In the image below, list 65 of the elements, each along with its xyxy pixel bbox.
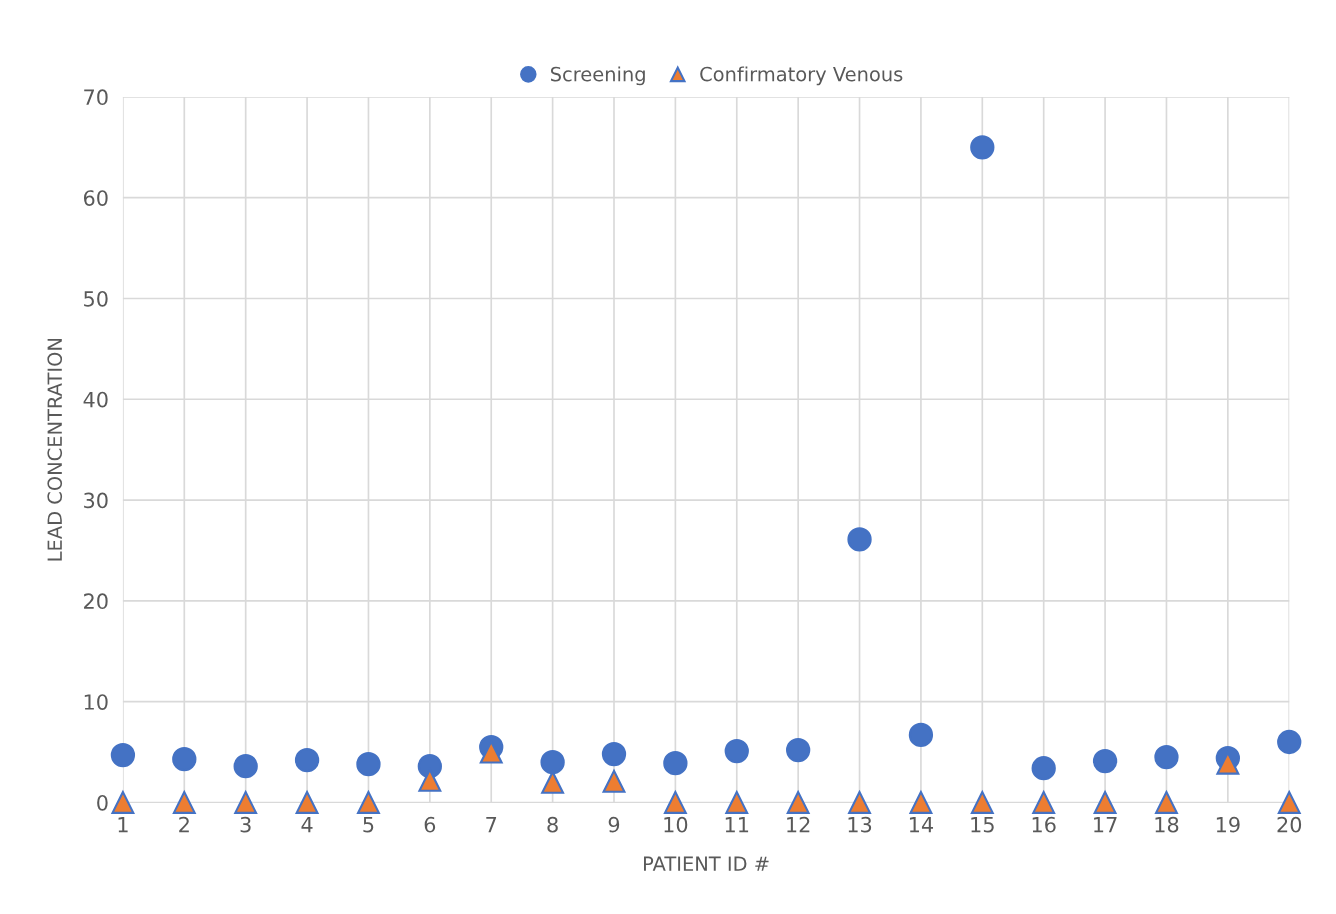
- point: [1093, 791, 1117, 814]
- y-tick-label: 60: [83, 190, 108, 206]
- x-tick-label: 13: [848, 816, 872, 833]
- y-tick-label: 40: [83, 391, 108, 408]
- point: [110, 742, 136, 768]
- point: [1032, 791, 1056, 814]
- point: [357, 791, 380, 814]
- point: [847, 527, 872, 552]
- point: [725, 791, 749, 814]
- point: [540, 750, 565, 775]
- x-tick-label: 15: [971, 817, 994, 833]
- point: [786, 791, 810, 814]
- point: [172, 791, 196, 814]
- y-tick-label: 10: [84, 694, 108, 710]
- point: [1031, 756, 1056, 781]
- x-tick-label: 9: [608, 816, 620, 833]
- x-tick-label: 18: [1155, 816, 1179, 833]
- point: [602, 769, 626, 793]
- x-tick-label: 1: [118, 817, 128, 833]
- x-tick-label: 6: [424, 816, 436, 833]
- y-tick-label: 0: [97, 794, 108, 811]
- point: [663, 751, 688, 776]
- point: [295, 791, 319, 814]
- y-tick-label: 50: [84, 290, 108, 307]
- point: [908, 722, 934, 748]
- x-tick-label: 11: [725, 817, 749, 833]
- y-tick-label: 70: [84, 89, 108, 106]
- x-tick-label: 4: [301, 817, 313, 833]
- x-tick-label: 10: [664, 816, 688, 833]
- point: [1277, 791, 1301, 814]
- point: [234, 791, 258, 814]
- point: [601, 741, 627, 767]
- point: [724, 738, 749, 764]
- x-tick-label: 5: [363, 817, 374, 833]
- y-tick-label: 20: [84, 593, 108, 610]
- y-tick-label: 30: [84, 492, 108, 509]
- x-tick-label: 8: [547, 816, 558, 833]
- point: [1092, 749, 1118, 774]
- x-tick-label: 17: [1094, 817, 1117, 833]
- x-tick-label: 20: [1277, 816, 1302, 833]
- point: [970, 135, 995, 160]
- point: [356, 752, 381, 777]
- x-axis-title: PATIENT ID #: [644, 856, 769, 871]
- x-tick-label: 12: [787, 816, 810, 833]
- legend-label: Screening: [550, 66, 645, 86]
- point: [909, 791, 933, 814]
- x-tick-label: 2: [179, 816, 189, 833]
- point: [233, 754, 258, 779]
- legend-label: Confirmatory Venous: [700, 66, 903, 86]
- point: [1154, 744, 1179, 770]
- point: [786, 737, 811, 763]
- y-axis-title: LEAD CONCENTRATION: [47, 338, 63, 561]
- point: [663, 791, 687, 814]
- point: [111, 791, 135, 814]
- point: [1277, 729, 1302, 755]
- point: [1155, 791, 1178, 814]
- x-tick-label: 19: [1216, 816, 1240, 833]
- point: [970, 791, 994, 814]
- point: [172, 747, 197, 772]
- point: [848, 791, 871, 814]
- x-tick-label: 16: [1032, 816, 1056, 833]
- point: [294, 748, 320, 773]
- x-tick-label: 7: [486, 817, 497, 833]
- x-tick-label: 14: [909, 817, 934, 833]
- x-tick-label: 3: [240, 816, 251, 833]
